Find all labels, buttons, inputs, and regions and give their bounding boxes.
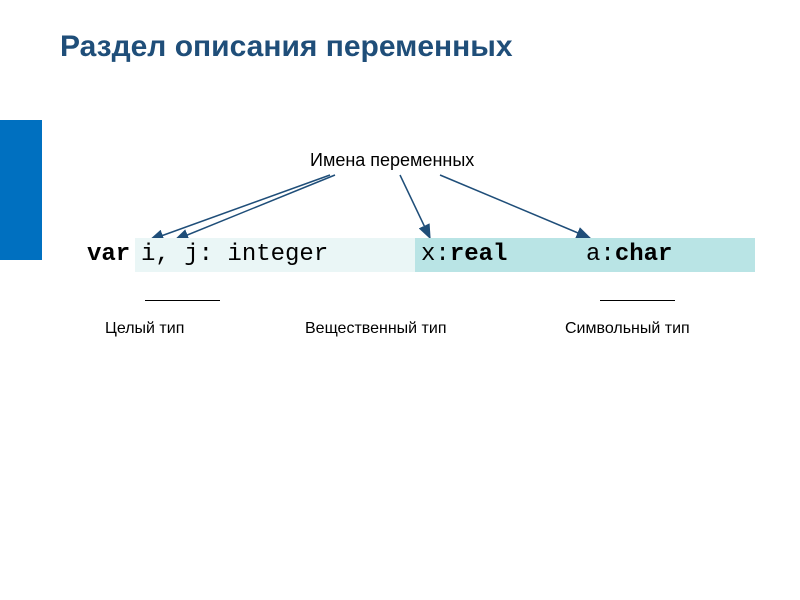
- real-prefix: x:: [421, 241, 450, 268]
- label-integer-type: Целый тип: [105, 320, 184, 338]
- code-declaration-row: var i, j: integer x:real a:char: [85, 238, 755, 272]
- label-char-type: Символьный тип: [565, 320, 690, 338]
- char-prefix: a:: [586, 241, 615, 268]
- var-keyword: var: [85, 238, 135, 272]
- arrows-svg: [0, 0, 800, 600]
- integer-text: i, j: integer: [141, 241, 328, 268]
- slide-title: Раздел описания переменных: [60, 30, 513, 64]
- real-cell: x:real: [415, 238, 580, 272]
- underline-char: [600, 300, 675, 301]
- integer-cell: i, j: integer: [135, 238, 415, 272]
- label-real-type: Вещественный тип: [305, 320, 446, 338]
- real-type: real: [450, 241, 508, 268]
- char-type: char: [615, 241, 673, 268]
- label-variable-names: Имена переменных: [310, 150, 474, 171]
- char-cell: a:char: [580, 238, 755, 272]
- sidebar-accent: [0, 120, 42, 260]
- underline-integer: [145, 300, 220, 301]
